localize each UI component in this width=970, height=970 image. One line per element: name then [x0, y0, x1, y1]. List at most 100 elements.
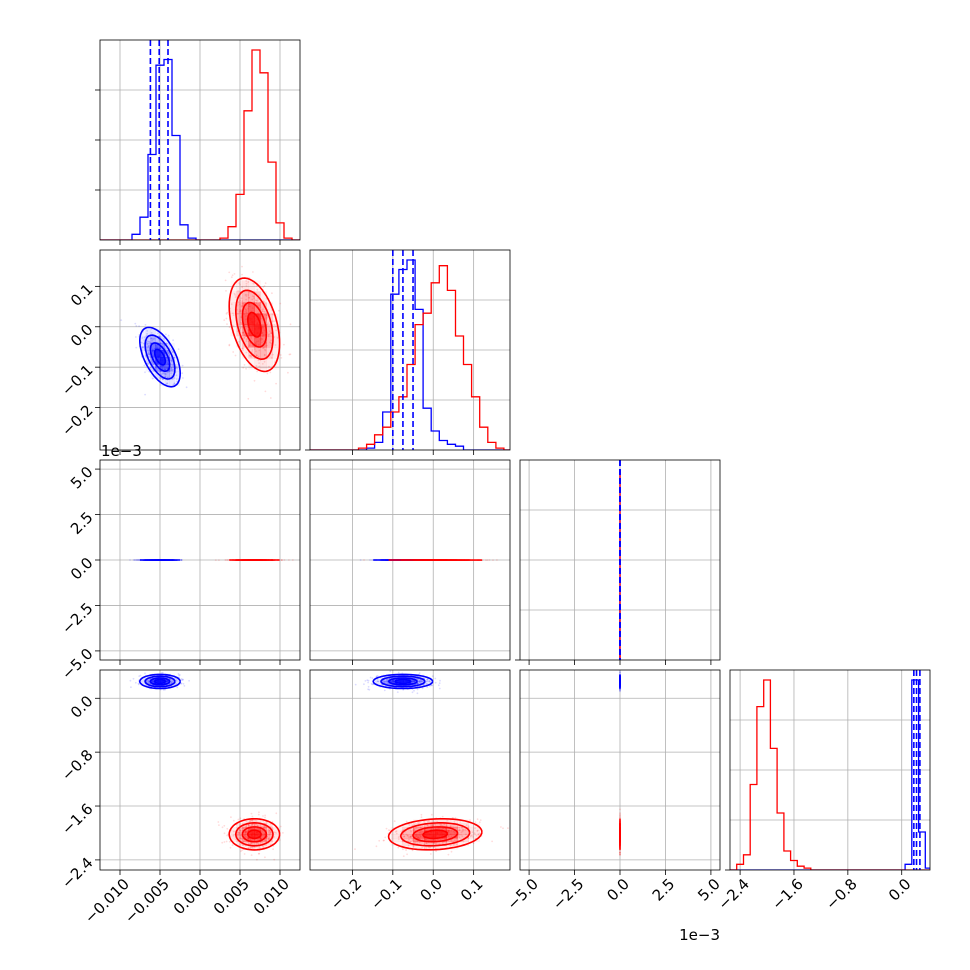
sample-point [389, 829, 391, 832]
sample-point [264, 856, 266, 859]
sample-point [243, 336, 246, 339]
sample-point [171, 369, 173, 372]
sample-point [147, 345, 150, 348]
sample-point [176, 686, 179, 689]
sample-point [376, 675, 379, 677]
sample-point [162, 343, 164, 346]
sample-point [160, 341, 163, 344]
sample-point [397, 671, 400, 674]
sample-point [180, 682, 183, 685]
sample-point [431, 824, 434, 826]
sample-point [425, 847, 428, 849]
sample-point [458, 826, 461, 829]
sample-point [275, 812, 278, 815]
sample-point [411, 849, 414, 852]
sample-point [147, 346, 150, 348]
sample-point [239, 299, 241, 302]
sample-point [619, 689, 621, 691]
sample-point [154, 366, 157, 368]
sample-point [619, 812, 621, 814]
sample-point [243, 364, 246, 366]
density-cell [242, 347, 249, 359]
sample-point [175, 374, 178, 377]
sample-point [132, 677, 135, 680]
density-cell [145, 328, 151, 337]
sample-point [443, 823, 446, 826]
sample-point [619, 850, 621, 852]
density-cell [272, 324, 279, 337]
sample-point [261, 363, 264, 365]
sample-point [269, 831, 272, 834]
sample-point [256, 370, 258, 373]
sample-point [462, 840, 465, 843]
sample-point [253, 379, 256, 382]
sample-point [417, 821, 419, 824]
sample-point [165, 348, 167, 351]
sample-point [151, 339, 154, 342]
density-cell [145, 357, 151, 365]
sample-point [148, 341, 151, 343]
sample-point [266, 372, 269, 375]
sample-point [256, 824, 259, 827]
sample-point [214, 559, 217, 561]
density-cell [260, 358, 267, 370]
sample-point [158, 365, 161, 367]
sample-point [279, 302, 282, 305]
sample-point [437, 684, 440, 687]
sample-point [239, 310, 242, 312]
density-cell [169, 350, 175, 358]
sample-point [239, 817, 242, 820]
sample-point [263, 310, 266, 313]
sample-point [243, 334, 246, 336]
sample-point [175, 378, 178, 381]
sample-point [619, 851, 621, 854]
sample-point [237, 290, 240, 292]
sample-point [242, 331, 245, 334]
sample-point [232, 314, 235, 316]
sample-point [183, 685, 186, 687]
sample-point [479, 832, 481, 835]
density-cell [174, 378, 180, 386]
sample-point [262, 845, 265, 848]
density-cell [164, 364, 170, 372]
sample-point [408, 836, 410, 839]
density-cell [169, 371, 175, 379]
sample-point [396, 691, 399, 693]
density-cell [254, 313, 261, 326]
sample-point [472, 836, 474, 838]
density-cell [266, 358, 273, 370]
sample-point [425, 842, 428, 845]
density-cell [150, 342, 156, 351]
density-cell [150, 328, 156, 337]
sample-point [173, 383, 176, 385]
density-cell [174, 357, 180, 365]
sample-point [249, 820, 251, 822]
sample-point [458, 836, 461, 839]
sample-point [281, 559, 283, 561]
sample-point [273, 836, 275, 838]
sample-point [619, 852, 621, 854]
sample-point [245, 293, 248, 296]
sample-point [461, 835, 464, 838]
sample-point [414, 827, 417, 829]
sample-point [240, 850, 242, 853]
sample-point [269, 397, 272, 399]
sample-point [143, 342, 145, 345]
sample-point [370, 682, 373, 685]
sample-point [409, 836, 412, 839]
sample-point [449, 844, 452, 847]
sample-point [276, 337, 279, 339]
sample-point [383, 680, 386, 683]
sample-point [148, 353, 151, 355]
sample-point [420, 680, 422, 683]
sample-point [433, 842, 436, 844]
sample-point [268, 837, 270, 840]
sample-point [385, 678, 388, 681]
sample-point [363, 683, 365, 686]
sample-point [364, 680, 367, 682]
sample-point [137, 683, 140, 686]
sample-point [467, 825, 470, 828]
sample-point [452, 843, 455, 846]
sample-point [383, 681, 385, 683]
sample-point [421, 687, 424, 690]
